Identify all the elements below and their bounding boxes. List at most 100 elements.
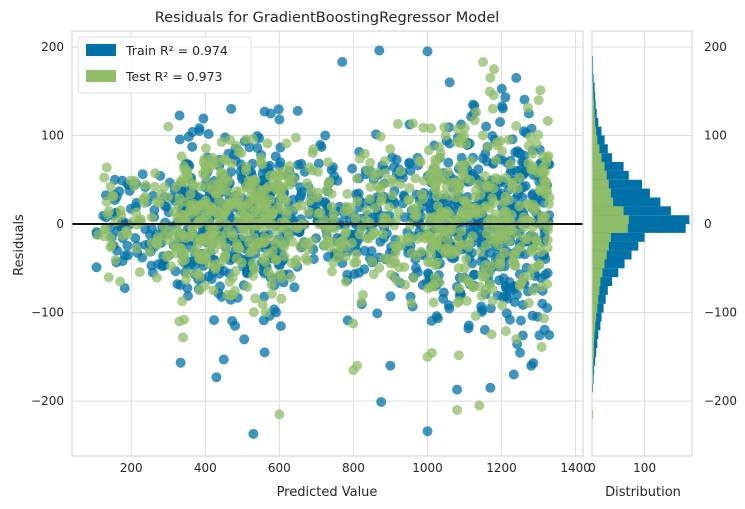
scatter-point-test	[484, 279, 495, 290]
histogram-bar-test	[592, 215, 629, 225]
scatter-point-test	[542, 234, 553, 245]
scatter-point-test	[474, 281, 485, 292]
y-tick-label: 200	[41, 40, 64, 54]
scatter-point-test	[215, 239, 226, 250]
scatter-point-train	[273, 104, 284, 115]
scatter-point-test	[534, 259, 545, 270]
scatter-point-test	[487, 103, 498, 114]
scatter-point-test	[239, 231, 250, 242]
scatter-point-test	[283, 231, 294, 242]
scatter-point-test	[408, 273, 419, 283]
scatter-point-test	[487, 295, 498, 306]
scatter-point-test	[510, 260, 521, 271]
x-tick-label: 1000	[412, 461, 443, 475]
scatter-point-train	[230, 320, 241, 331]
histogram-bar-train	[592, 339, 598, 348]
histogram-bar-train	[592, 55, 594, 65]
histogram-x-tick-label: 100	[633, 461, 656, 475]
scatter-point-test	[146, 212, 157, 223]
scatter-point-test	[248, 307, 259, 318]
scatter-point-test	[428, 297, 439, 308]
histogram-bar-train	[592, 215, 690, 225]
scatter-point-test	[418, 193, 429, 204]
scatter-point-test	[187, 205, 198, 216]
histogram-bar-test	[592, 144, 600, 154]
scatter-point-test	[449, 177, 460, 188]
scatter-point-test	[482, 182, 492, 193]
outlier-point-train	[259, 106, 270, 117]
x-tick-label: 600	[268, 461, 291, 475]
scatter-point-test	[328, 209, 339, 220]
scatter-point-test	[203, 164, 214, 175]
y-axis-label: Residuals	[12, 214, 27, 276]
x-axis-label: Predicted Value	[277, 485, 378, 500]
outlier-point-test	[274, 409, 285, 420]
scatter-point-train	[137, 169, 148, 180]
outlier-point-train	[537, 298, 548, 309]
histogram-bar-test	[592, 126, 597, 136]
scatter-point-test	[536, 282, 547, 293]
scatter-point-test	[232, 238, 242, 249]
scatter-point-test	[380, 156, 390, 166]
scatter-point-train	[468, 269, 479, 280]
histogram-bar-test	[592, 162, 605, 171]
scatter-point-test	[307, 165, 318, 176]
scatter-point-test	[99, 172, 110, 183]
histogram-x-axis-label: Distribution	[605, 485, 681, 500]
scatter-point-test	[501, 206, 512, 217]
scatter-point-test	[348, 318, 359, 329]
scatter-point-test	[345, 202, 356, 213]
scatter-point-test	[404, 194, 415, 205]
scatter-point-test	[404, 220, 415, 231]
scatter-point-test	[500, 172, 511, 183]
scatter-point-test	[266, 279, 277, 290]
histogram-bar-test	[592, 188, 611, 198]
scatter-point-test	[230, 186, 241, 197]
scatter-point-train	[316, 142, 327, 152]
histogram-bar-train	[592, 206, 671, 216]
scatter-point-test	[364, 193, 375, 204]
scatter-point-test	[440, 174, 451, 185]
scatter-point-test	[285, 272, 296, 283]
scatter-point-test	[266, 234, 277, 245]
scatter-point-test	[479, 171, 490, 181]
outlier-point-train	[211, 372, 222, 383]
scatter-point-test	[280, 195, 291, 206]
scatter-point-test	[501, 231, 512, 241]
scatter-point-train	[372, 308, 383, 319]
scatter-point-test	[389, 258, 400, 269]
scatter-point-test	[103, 272, 114, 283]
histogram-bar-test	[592, 170, 607, 180]
scatter-point-test	[138, 193, 149, 204]
scatter-point-test	[178, 230, 188, 241]
scatter-point-train	[510, 147, 521, 158]
scatter-point-test	[131, 243, 142, 254]
scatter-point-test	[434, 141, 445, 152]
scatter-point-test	[174, 193, 185, 204]
scatter-point-test	[515, 279, 526, 289]
scatter-point-test	[135, 217, 146, 228]
scatter-point-test	[418, 122, 429, 133]
scatter-point-test	[458, 166, 469, 177]
scatter-point-test	[385, 144, 396, 154]
histogram-test-bars	[592, 73, 629, 419]
scatter-point-test	[182, 268, 193, 279]
scatter-point-test	[478, 130, 488, 141]
scatter-point-train	[332, 175, 343, 186]
scatter-point-test	[426, 123, 437, 134]
scatter-point-test	[489, 227, 500, 238]
scatter-point-test	[356, 297, 367, 308]
outlier-point-train	[218, 354, 229, 365]
scatter-point-test	[384, 202, 395, 212]
scatter-point-test	[442, 235, 453, 246]
histogram-bar-test	[592, 365, 594, 375]
outlier-point-train	[385, 360, 396, 371]
scatter-point-train	[526, 123, 537, 134]
outlier-point-train	[259, 347, 270, 358]
scatter-point-test	[442, 244, 452, 255]
scatter-point-test	[291, 202, 302, 213]
scatter-point-test	[543, 151, 554, 162]
scatter-point-test	[500, 326, 511, 337]
scatter-point-train	[438, 287, 449, 298]
histogram-x-tick-labels: 0 100	[588, 461, 656, 475]
